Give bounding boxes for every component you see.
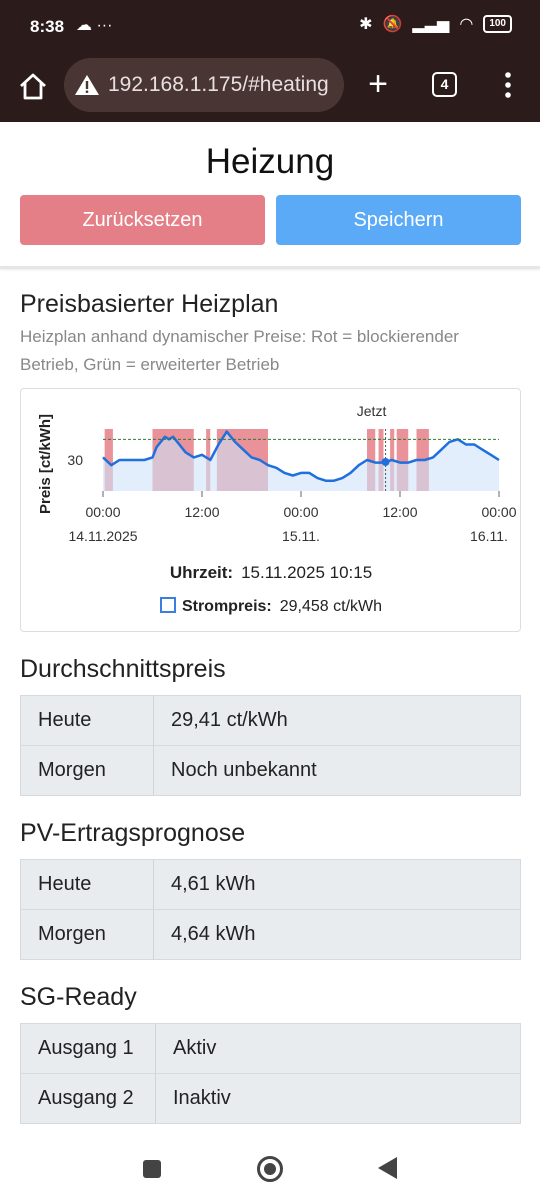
home-icon[interactable] xyxy=(16,70,50,104)
tooltip-time-label: Uhrzeit: xyxy=(169,563,234,582)
x-tick-time: 00:00 xyxy=(85,504,120,520)
wifi-icon: ◠ xyxy=(459,16,474,33)
durchschnitt-table: Heute 29,41 ct/kWh Morgen Noch unbekannt xyxy=(20,695,521,796)
row-key: Morgen xyxy=(21,746,154,795)
row-key: Morgen xyxy=(21,910,154,959)
page-title: Heizung xyxy=(205,142,335,181)
row-key: Ausgang 2 xyxy=(21,1074,156,1123)
notification-icons: ☁ ··· xyxy=(76,17,113,34)
save-button[interactable]: Speichern xyxy=(276,195,521,245)
table-row: Morgen Noch unbekannt xyxy=(20,745,521,796)
table-row: Heute 4,61 kWh xyxy=(20,859,521,910)
series-legend-marker xyxy=(159,597,176,613)
header-divider xyxy=(0,266,540,269)
address-bar[interactable]: 192.168.1.175/#heating xyxy=(64,58,344,112)
status-bar: 8:38 ☁ ··· ✱ 🔕 ▂▃▅ ◠ 100 xyxy=(0,0,540,56)
status-icons: ✱ 🔕 ▂▃▅ ◠ 100 xyxy=(359,14,512,34)
row-value: 29,41 ct/kWh xyxy=(171,709,288,731)
row-value: Noch unbekannt xyxy=(171,759,317,781)
row-key: Heute xyxy=(21,696,154,745)
price-chart[interactable]: Jetzt Preis [ct/kWh] 30 00:00 14.11.2025 12:0… xyxy=(20,388,521,632)
row-value: 4,61 kWh xyxy=(171,873,256,895)
back-icon[interactable] xyxy=(378,1157,397,1179)
row-value: 4,64 kWh xyxy=(171,923,256,945)
row-value: Inaktiv xyxy=(173,1087,231,1109)
system-navigation-bar xyxy=(0,1138,540,1200)
signal-icon: ▂▃▅ xyxy=(412,16,450,33)
tooltip-time-value: 15.11.2025 10:15 xyxy=(241,563,373,582)
x-tick-time: 00:00 xyxy=(283,504,318,520)
price-chart-svg[interactable]: Jetzt Preis [ct/kWh] 30 00:00 14.11.2025 12:0… xyxy=(21,389,522,633)
new-tab-icon[interactable]: + xyxy=(368,65,388,103)
row-key: Ausgang 1 xyxy=(21,1024,156,1073)
chart-tooltip-value: Strompreis: 29,458 ct/kWh xyxy=(21,597,521,616)
now-label: Jetzt xyxy=(357,403,387,419)
sg-table: Ausgang 1 Aktiv Ausgang 2 Inaktiv xyxy=(20,1023,521,1124)
heizplan-title: Preisbasierter Heizplan xyxy=(20,290,279,318)
reset-button[interactable]: Zurücksetzen xyxy=(20,195,265,245)
page-content: Heizung Zurücksetzen Speichern Preisbasi… xyxy=(0,122,540,1138)
pv-title: PV-Ertragsprognose xyxy=(20,819,246,847)
pv-table: Heute 4,61 kWh Morgen 4,64 kWh xyxy=(20,859,521,960)
x-tick-time: 12:00 xyxy=(382,504,417,520)
recent-apps-icon[interactable] xyxy=(143,1160,161,1178)
y-axis-label: Preis [ct/kWh] xyxy=(37,414,54,514)
url-text: 192.168.1.175/#heating xyxy=(108,73,329,96)
price-area xyxy=(103,431,499,491)
table-row: Ausgang 2 Inaktiv xyxy=(20,1073,521,1124)
chart-tooltip-time: Uhrzeit: 15.11.2025 10:15 xyxy=(21,563,521,583)
blocking-period xyxy=(378,429,384,491)
x-tick-time: 00:00 xyxy=(481,504,516,520)
x-tick-time: 12:00 xyxy=(184,504,219,520)
bluetooth-icon: ✱ xyxy=(359,16,373,33)
x-tick-date: 15.11. xyxy=(282,528,320,544)
blocking-period xyxy=(104,429,113,491)
table-row: Heute 29,41 ct/kWh xyxy=(20,695,521,746)
row-value: Aktiv xyxy=(173,1037,217,1059)
warning-icon[interactable] xyxy=(74,73,100,97)
durchschnitt-title: Durchschnittspreis xyxy=(20,655,226,683)
x-tick-date: 16.11. xyxy=(470,528,508,544)
home-circle-icon[interactable] xyxy=(257,1156,283,1182)
blocking-period xyxy=(396,429,409,491)
y-tick-label: 30 xyxy=(67,452,83,468)
table-row: Morgen 4,64 kWh xyxy=(20,909,521,960)
sg-title: SG-Ready xyxy=(20,983,137,1011)
row-key: Heute xyxy=(21,860,154,909)
x-tick-date: 14.11.2025 xyxy=(68,528,137,544)
heizplan-description: Heizplan anhand dynamischer Preise: Rot … xyxy=(20,327,459,374)
table-row: Ausgang 1 Aktiv xyxy=(20,1023,521,1074)
tooltip-series-label: Strompreis: xyxy=(181,598,272,615)
status-time: 8:38 xyxy=(30,17,65,36)
tab-switcher-button[interactable]: 4 xyxy=(432,72,457,97)
battery-icon: 100 xyxy=(483,15,512,33)
mute-icon: 🔕 xyxy=(382,16,403,33)
more-menu-icon[interactable] xyxy=(500,70,516,100)
browser-toolbar: 192.168.1.175/#heating + 4 xyxy=(0,56,540,122)
hover-point xyxy=(381,457,390,466)
tooltip-series-value: 29,458 ct/kWh xyxy=(279,598,383,615)
price-line xyxy=(102,430,500,482)
